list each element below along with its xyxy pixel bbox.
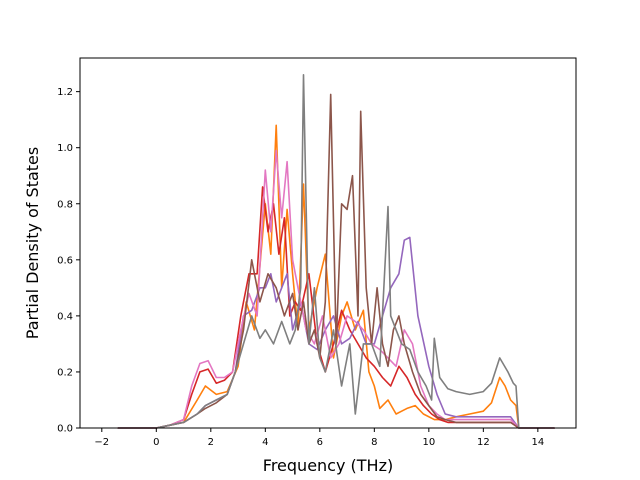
y-tick-label: 0.2 [57,367,73,378]
x-tick-label: 8 [371,437,377,448]
x-tick-label: 4 [262,437,268,448]
y-tick-label: 0.8 [57,199,73,210]
x-tick-label: 12 [477,437,490,448]
y-axis-label: Partial Density of States [23,147,42,339]
y-tick-label: 0.0 [57,424,73,435]
series-line-6 [117,74,556,429]
x-tick-label: 2 [208,437,214,448]
series-line-2 [117,186,556,429]
x-tick-label: 6 [317,437,323,448]
x-axis-label: Frequency (THz) [263,456,393,475]
y-axis-ticks: 0.0 0.2 0.4 0.6 0.8 1.0 1.2 [57,87,80,435]
y-tick-label: 0.4 [57,311,73,322]
y-tick-label: 1.2 [57,87,73,98]
x-tick-label: 14 [531,437,544,448]
series-layer [117,74,556,429]
plot-frame [79,57,577,429]
x-axis-ticks: −2 0 2 4 6 8 10 12 14 [94,428,544,448]
x-tick-label: −2 [94,437,109,448]
series-line-4 [117,149,556,429]
x-tick-label: 10 [422,437,435,448]
y-tick-label: 1.0 [57,143,73,154]
x-tick-label: 0 [153,437,159,448]
y-tick-label: 0.6 [57,255,73,266]
